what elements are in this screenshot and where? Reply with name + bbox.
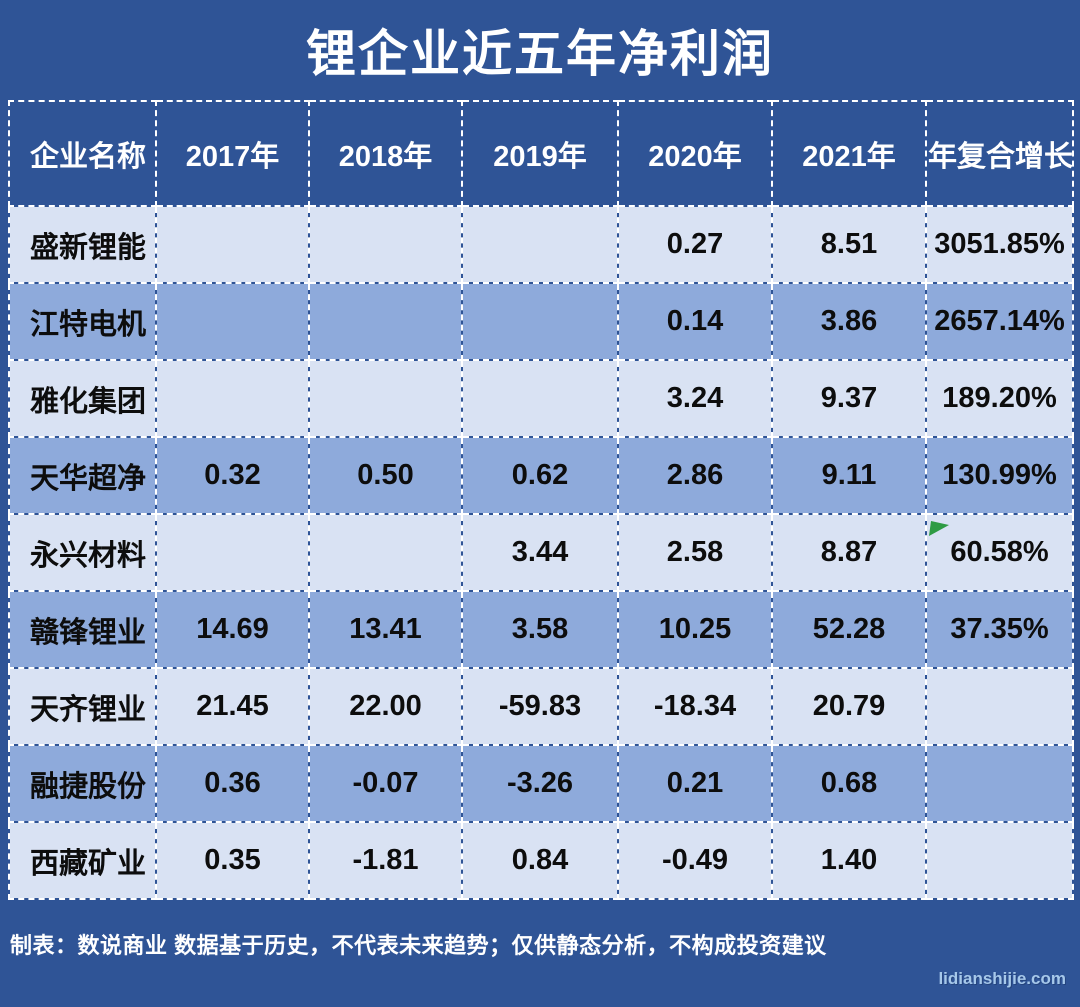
table-row: 西藏矿业 0.35 -1.81 0.84 -0.49 1.40: [8, 821, 1074, 900]
table-cell: 1.40: [771, 821, 927, 900]
table-cell: -1.81: [308, 821, 463, 900]
company-name-cell: 天华超净: [8, 436, 157, 515]
green-corner-flag-icon: [928, 516, 950, 536]
company-name-cell: 盛新锂能: [8, 205, 157, 284]
table-cell: 3.86: [771, 282, 927, 361]
footer-disclaimer: 制表：数说商业 数据基于历史，不代表未来趋势；仅供静态分析，不构成投资建议: [10, 933, 827, 958]
table-cell: -59.83: [461, 667, 619, 746]
table-row: 雅化集团 3.24 9.37 189.20%: [8, 359, 1074, 438]
table-cell: 10.25: [617, 590, 773, 669]
table-cell: [155, 205, 310, 284]
column-header-2017: 2017年: [155, 100, 310, 207]
table-header-row: 企业名称 2017年 2018年 2019年 2020年 2021年 年复合增长: [8, 100, 1074, 207]
table-cell: 9.11: [771, 436, 927, 515]
column-header-company: 企业名称: [8, 100, 157, 207]
table-cell: -18.34: [617, 667, 773, 746]
column-header-cagr: 年复合增长: [925, 100, 1074, 207]
table-cell: 8.51: [771, 205, 927, 284]
table-cell: [461, 282, 619, 361]
table-cell: 0.32: [155, 436, 310, 515]
table-cell: 3051.85%: [925, 205, 1074, 284]
table-cell: 37.35%: [925, 590, 1074, 669]
table-row: 盛新锂能 0.27 8.51 3051.85%: [8, 205, 1074, 284]
company-name-cell: 江特电机: [8, 282, 157, 361]
table-cell: 0.21: [617, 744, 773, 823]
table-cell: [925, 744, 1074, 823]
column-header-2021: 2021年: [771, 100, 927, 207]
column-header-2018: 2018年: [308, 100, 463, 207]
company-name-cell: 雅化集团: [8, 359, 157, 438]
table-cell: [308, 359, 463, 438]
table-cell: [155, 359, 310, 438]
table-cell: 0.62: [461, 436, 619, 515]
table-row: 永兴材料 3.44 2.58 8.87 60.58%: [8, 513, 1074, 592]
table-cell: 3.44: [461, 513, 619, 592]
table-cell: [925, 821, 1074, 900]
table-row: 天华超净 0.32 0.50 0.62 2.86 9.11 130.99%: [8, 436, 1074, 515]
company-name-cell: 西藏矿业: [8, 821, 157, 900]
column-header-2020: 2020年: [617, 100, 773, 207]
page-title: 锂企业近五年净利润: [306, 26, 774, 82]
table-cell: 0.35: [155, 821, 310, 900]
table-cell: 0.14: [617, 282, 773, 361]
table-cell: [925, 667, 1074, 746]
table-cell: 21.45: [155, 667, 310, 746]
table-cell: [308, 282, 463, 361]
table-row: 天齐锂业 21.45 22.00 -59.83 -18.34 20.79: [8, 667, 1074, 746]
table-cell: 22.00: [308, 667, 463, 746]
table-cell: 2.86: [617, 436, 773, 515]
cell-value: 60.58%: [950, 536, 1049, 568]
table-cell: [155, 513, 310, 592]
table-cell: 60.58%: [925, 513, 1074, 592]
column-header-2019: 2019年: [461, 100, 619, 207]
profit-table: 企业名称 2017年 2018年 2019年 2020年 2021年 年复合增长…: [8, 100, 1074, 900]
table-cell: 0.50: [308, 436, 463, 515]
table-cell: 13.41: [308, 590, 463, 669]
table-cell: -3.26: [461, 744, 619, 823]
table-row: 赣锋锂业 14.69 13.41 3.58 10.25 52.28 37.35%: [8, 590, 1074, 669]
title-band: 锂企业近五年净利润: [0, 0, 1080, 100]
table-cell: [308, 513, 463, 592]
table-cell: 0.68: [771, 744, 927, 823]
watermark-text: lidianshijie.com: [938, 969, 1066, 988]
table-cell: [461, 205, 619, 284]
table-cell: 0.84: [461, 821, 619, 900]
table-cell: 189.20%: [925, 359, 1074, 438]
table-cell: 3.58: [461, 590, 619, 669]
table-row: 江特电机 0.14 3.86 2657.14%: [8, 282, 1074, 361]
table-cell: 130.99%: [925, 436, 1074, 515]
company-name-cell: 赣锋锂业: [8, 590, 157, 669]
table-cell: 14.69: [155, 590, 310, 669]
table-cell: 8.87: [771, 513, 927, 592]
table-cell: 2657.14%: [925, 282, 1074, 361]
table-cell: 3.24: [617, 359, 773, 438]
table-container: 企业名称 2017年 2018年 2019年 2020年 2021年 年复合增长…: [8, 100, 1074, 900]
footer-band: 制表：数说商业 数据基于历史，不代表未来趋势；仅供静态分析，不构成投资建议: [0, 900, 1080, 1004]
table-cell: 0.36: [155, 744, 310, 823]
table-cell: 0.27: [617, 205, 773, 284]
table-cell: 52.28: [771, 590, 927, 669]
company-name-cell: 融捷股份: [8, 744, 157, 823]
table-cell: -0.07: [308, 744, 463, 823]
table-cell: 9.37: [771, 359, 927, 438]
table-cell: [155, 282, 310, 361]
table-cell: 2.58: [617, 513, 773, 592]
table-row: 融捷股份 0.36 -0.07 -3.26 0.21 0.68: [8, 744, 1074, 823]
company-name-cell: 永兴材料: [8, 513, 157, 592]
company-name-cell: 天齐锂业: [8, 667, 157, 746]
table-cell: 20.79: [771, 667, 927, 746]
table-cell: [461, 359, 619, 438]
table-cell: [308, 205, 463, 284]
table-cell: -0.49: [617, 821, 773, 900]
